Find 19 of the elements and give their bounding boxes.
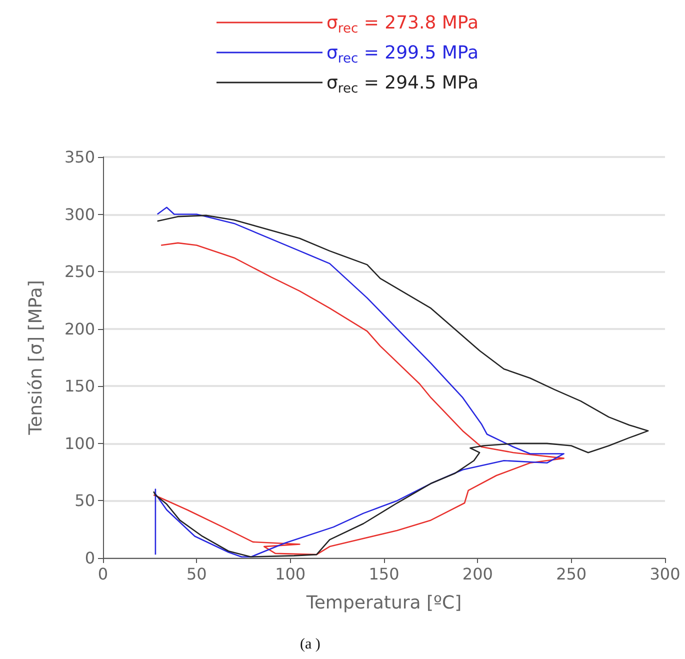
y-tick-label: 300 [64, 204, 95, 224]
x-tick-label: 300 [650, 564, 680, 584]
y-tick-label: 350 [64, 148, 95, 166]
y-tick-label: 0 [84, 548, 95, 568]
x-tick-label: 150 [368, 564, 400, 584]
y-tick-label: 200 [64, 319, 95, 338]
x-axis-title: Temperatura [ºC] [305, 592, 462, 614]
x-tick-label: 200 [462, 564, 493, 584]
x-tick-label: 100 [275, 564, 306, 584]
y-tick-label: 50 [74, 491, 95, 510]
y-tick-label: 250 [64, 262, 95, 282]
y-axis-title: Tensión [σ] [MPa] [26, 280, 46, 436]
x-tick-label: 250 [556, 564, 587, 584]
x-tick-label: 0 [98, 564, 108, 584]
y-tick-label: 150 [64, 376, 95, 396]
y-tick-label: 100 [64, 434, 95, 453]
x-tick-label: 50 [186, 564, 207, 584]
line-series [152, 214, 649, 558]
text: (a ) [300, 636, 320, 652]
